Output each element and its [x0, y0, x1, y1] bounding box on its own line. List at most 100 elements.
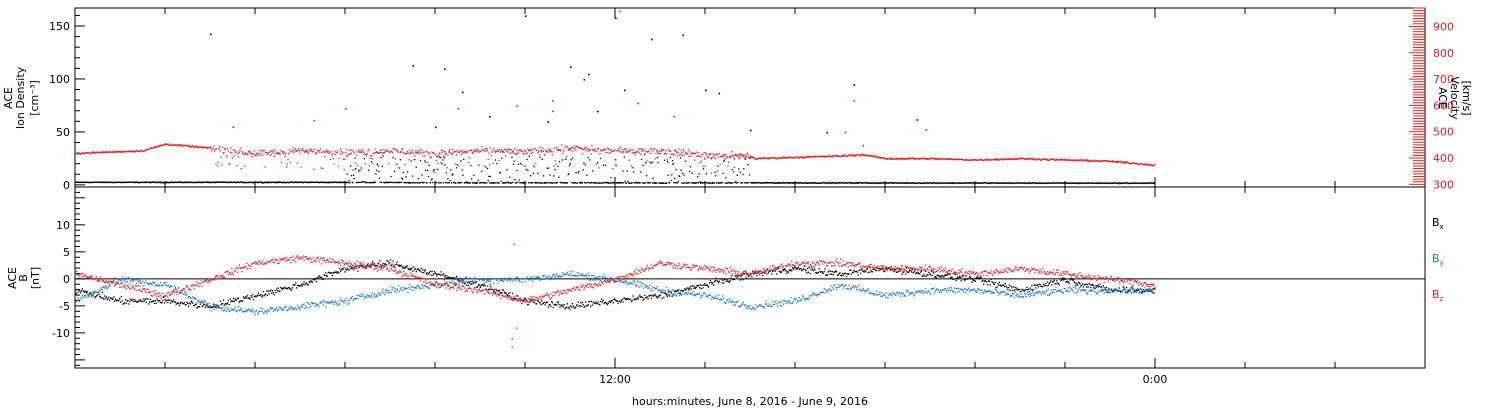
density-point [224, 181, 226, 183]
bx-point [1153, 292, 1155, 294]
by-point [249, 310, 251, 312]
by-point [482, 279, 484, 281]
density-point [641, 182, 643, 184]
bx-point [594, 302, 596, 305]
velocity-point [977, 159, 979, 162]
bx-point [464, 283, 466, 285]
density-point [229, 181, 231, 183]
bx-point [125, 302, 127, 304]
by-point [232, 308, 235, 310]
density-point [333, 181, 335, 183]
velocity-point [459, 150, 461, 152]
velocity-point [224, 148, 227, 151]
velocity-point [234, 149, 236, 151]
velocity-point [481, 149, 484, 151]
density-point [375, 169, 378, 171]
bx-point [903, 271, 905, 273]
by-point [163, 281, 166, 284]
bx-point [595, 302, 598, 305]
velocity-point [347, 149, 350, 151]
density-point [1111, 182, 1114, 184]
velocity-point [649, 152, 651, 155]
density-point [550, 182, 552, 184]
bottom-panel-frame [74, 186, 1426, 369]
density-point [797, 182, 800, 184]
velocity-point [944, 158, 947, 160]
density-point [1018, 182, 1020, 184]
velocity-point [831, 156, 834, 158]
density-point [761, 182, 764, 184]
density-point [505, 182, 507, 184]
bx-point [428, 272, 430, 275]
density-point [1020, 182, 1022, 184]
velocity-point [873, 156, 875, 158]
bx-point [636, 296, 638, 299]
density-point [346, 173, 348, 175]
by-point [228, 310, 230, 313]
density-point [384, 182, 386, 184]
density-point [667, 174, 669, 176]
bx-point [391, 263, 393, 265]
density-point [795, 182, 797, 184]
density-point [869, 182, 871, 184]
bx-point [128, 303, 130, 305]
density-point [862, 182, 864, 184]
bx-point [435, 273, 437, 275]
velocity-point [963, 159, 965, 162]
velocity-point [636, 151, 638, 153]
velocity-point [319, 151, 321, 153]
bx-point [498, 289, 500, 291]
velocity-point [414, 151, 417, 153]
velocity-point [107, 151, 109, 154]
velocity-point [378, 152, 380, 154]
velocity-point [543, 154, 546, 156]
density-point [944, 182, 946, 184]
density-point [402, 171, 404, 174]
bx-point [152, 300, 154, 303]
velocity-point [157, 145, 160, 147]
velocity-point [960, 158, 962, 161]
bx-point [246, 297, 248, 299]
bx-point [414, 267, 417, 270]
bx-point [357, 270, 359, 272]
by-point [292, 309, 294, 311]
density-point [456, 163, 458, 166]
velocity-point [773, 157, 775, 159]
bx-point [626, 298, 628, 300]
bx-point [723, 282, 725, 284]
density-point [838, 182, 840, 184]
density-point [815, 182, 817, 184]
velocity-point [926, 157, 929, 160]
bx-point [96, 294, 98, 296]
by-point [372, 296, 374, 298]
bx-point [399, 265, 402, 267]
velocity-point [957, 158, 959, 161]
velocity-point [905, 158, 907, 160]
velocity-point [314, 152, 317, 154]
density-point [1008, 182, 1011, 184]
density-point [286, 181, 288, 184]
density-point [1129, 182, 1132, 184]
velocity-point [75, 152, 77, 154]
bx-point [504, 292, 506, 295]
by-point [183, 292, 186, 295]
velocity-point [232, 149, 234, 151]
velocity-point [231, 157, 234, 159]
bx-point [1018, 288, 1021, 291]
velocity-point [1037, 158, 1039, 160]
velocity-point [903, 158, 905, 160]
bx-point [201, 306, 203, 308]
density-point [460, 160, 462, 162]
density-point [799, 182, 801, 184]
velocity-point [438, 152, 440, 154]
density-point [643, 182, 645, 184]
bx-point [346, 267, 348, 269]
density-point [342, 181, 344, 183]
density-point [717, 165, 719, 167]
density-outlier [547, 121, 550, 123]
bx-point [664, 292, 667, 295]
velocity-point [184, 144, 186, 147]
density-point [185, 181, 188, 184]
density-point [769, 182, 771, 184]
density-point [922, 182, 924, 184]
